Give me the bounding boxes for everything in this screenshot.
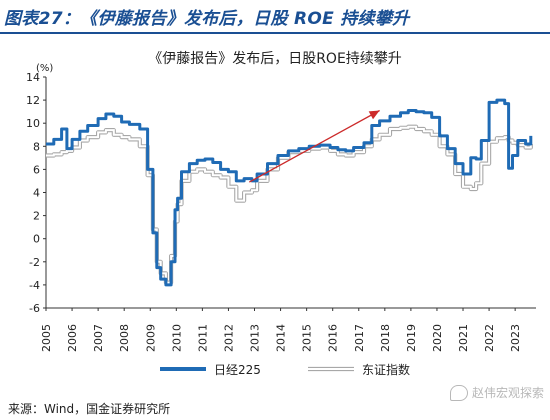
y-tick-label: 4: [33, 187, 40, 200]
annotations: [248, 109, 380, 183]
title-divider: [0, 32, 550, 34]
x-tick-label: 2014: [275, 324, 288, 352]
y-tick-label: 0: [33, 233, 40, 246]
y-unit-label: (%): [36, 63, 54, 74]
series-lines: [46, 98, 533, 287]
x-tick-label: 2007: [92, 324, 105, 352]
x-tick-label: 2021: [457, 324, 470, 352]
y-tick-label: -2: [29, 256, 40, 269]
series-topix-line: [46, 125, 532, 284]
y-tick-label: 10: [26, 117, 40, 130]
x-tick-label: 2016: [327, 324, 340, 352]
x-tick-label: 2015: [301, 324, 314, 352]
source-note: 来源：Wind，国金证券研究所: [8, 402, 171, 416]
x-tick-label: 2013: [249, 324, 262, 352]
x-tick-label: 2008: [118, 324, 131, 352]
y-tick-label: -4: [29, 279, 40, 292]
x-tick-label: 2012: [222, 324, 235, 352]
x-tick-label: 2005: [40, 324, 53, 352]
trend-arrow-head: [368, 110, 380, 120]
x-tick-label: 2006: [66, 324, 79, 352]
x-tick-label: 2022: [483, 324, 496, 352]
chart-title: 《伊藤报告》发布后，日股ROE持续攀升: [148, 51, 402, 67]
x-tick-label: 2009: [144, 324, 157, 352]
x-tick-label: 2018: [379, 324, 392, 352]
x-tick-label: 2011: [196, 324, 209, 352]
watermark-text: 赵伟宏观探索: [471, 386, 544, 400]
x-tick-label: 2019: [405, 324, 418, 352]
legend-label-topix: 东证指数: [362, 362, 410, 377]
legend: 日经225 东证指数: [160, 362, 410, 377]
legend-label-nikkei: 日经225: [214, 363, 261, 377]
y-tick-label: -6: [29, 302, 40, 315]
axes: -6 -4 -2 0 2 4 6 8 10 12 14 2005 2006 2007 2008 2009 201…: [26, 71, 536, 352]
x-tick-label: 2020: [431, 324, 444, 352]
series-nikkei-line: [46, 98, 533, 287]
x-tick-label: 2017: [353, 324, 366, 352]
y-tick-label: 14: [26, 71, 40, 84]
figure-title: 图表27：《伊藤报告》发布后，日股 ROE 持续攀升: [4, 9, 410, 29]
x-tick-label: 2010: [170, 324, 183, 352]
wechat-icon: [449, 384, 468, 401]
y-tick-label: 2: [33, 210, 40, 223]
y-tick-label: 6: [33, 163, 40, 176]
y-tick-label: 12: [26, 94, 40, 107]
x-tick-label: 2023: [509, 324, 522, 352]
y-tick-label: 8: [33, 140, 40, 153]
trend-arrow-line: [248, 109, 380, 183]
watermark: 赵伟宏观探索: [449, 384, 544, 401]
